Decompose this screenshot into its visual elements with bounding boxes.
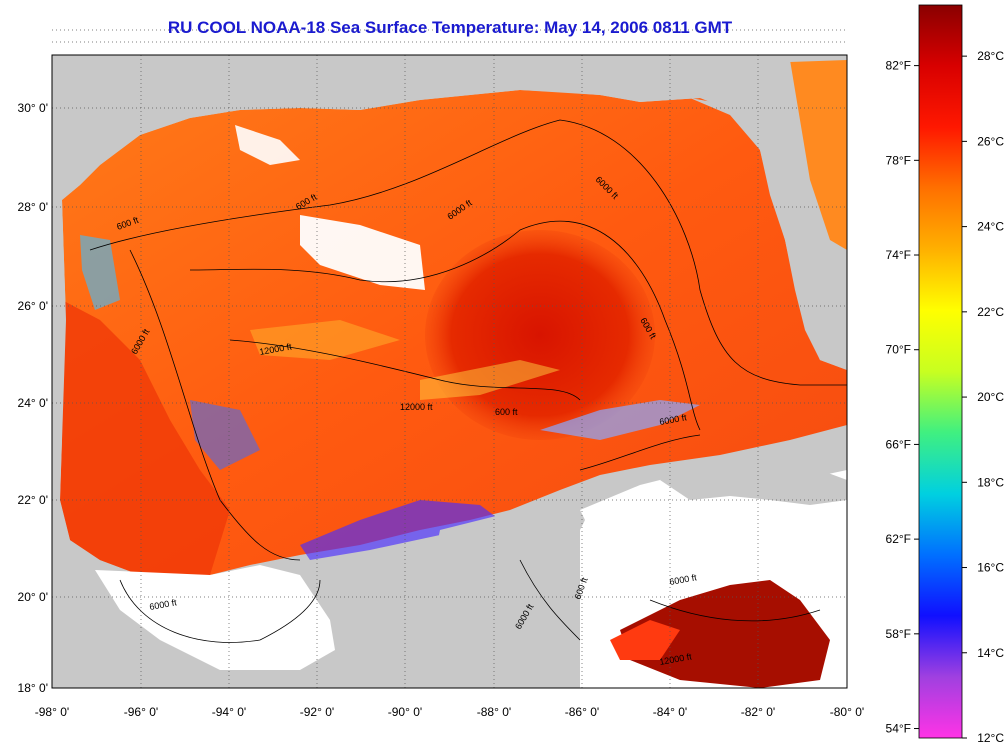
contour-label: 6000 ft xyxy=(659,412,688,427)
cool-patch xyxy=(190,400,260,470)
contour-label: 6000 ft xyxy=(669,572,698,587)
cuba-land xyxy=(660,460,847,505)
latitude-label: 18° 0' xyxy=(18,681,48,695)
cool-patch xyxy=(80,235,120,310)
cool-streak xyxy=(540,400,700,440)
caribbean-warm-pool xyxy=(620,580,830,688)
map-frame xyxy=(51,54,848,689)
contour-label: 12000 ft xyxy=(400,402,433,412)
longitude-label: -92° 0' xyxy=(300,705,334,719)
latitude-label: 22° 0' xyxy=(18,493,48,507)
us-gulf-coast-land xyxy=(52,55,847,210)
yellow-streak xyxy=(250,320,400,360)
cloud-patch xyxy=(235,125,300,165)
florida-atlantic-sea xyxy=(790,58,847,250)
latitude-labels: 30° 0' 28° 0' 26° 0' 24° 0' 22° 0' 20° 0' 18° … xyxy=(18,101,48,695)
western-warm-band xyxy=(60,300,230,575)
latitude-label: 24° 0' xyxy=(18,396,48,410)
mexico-west-coast-land xyxy=(52,200,70,545)
caribbean-warm-edge xyxy=(610,620,680,660)
longitude-labels: -98° 0' -96° 0' -94° 0' -92° 0' -90° 0' -88° … xyxy=(35,705,864,719)
longitude-label: -84° 0' xyxy=(653,705,687,719)
contour-label: 600 ft xyxy=(495,407,518,417)
longitude-label: -90° 0' xyxy=(388,705,422,719)
cool-streak xyxy=(300,500,500,560)
longitude-label: -86° 0' xyxy=(565,705,599,719)
latitude-label: 28° 0' xyxy=(18,200,48,214)
longitude-label: -88° 0' xyxy=(477,705,511,719)
cloud-patch xyxy=(300,215,425,290)
longitude-label: -98° 0' xyxy=(35,705,69,719)
longitude-label: -94° 0' xyxy=(212,705,246,719)
latitude-label: 20° 0' xyxy=(18,590,48,604)
longitude-label: -96° 0' xyxy=(124,705,158,719)
map-gridlines xyxy=(52,29,847,688)
latitude-label: 30° 0' xyxy=(18,101,48,115)
campeche-no-data xyxy=(95,565,335,670)
longitude-label: -82° 0' xyxy=(741,705,775,719)
longitude-label: -80° 0' xyxy=(830,705,864,719)
latitude-label: 26° 0' xyxy=(18,299,48,313)
contour-label: 6000 ft xyxy=(149,597,178,612)
bathymetry-contours xyxy=(89,119,847,643)
map-title: RU COOL NOAA-18 Sea Surface Temperature:… xyxy=(167,18,733,37)
yellow-streak xyxy=(420,360,560,400)
yucatan-land xyxy=(410,490,585,688)
